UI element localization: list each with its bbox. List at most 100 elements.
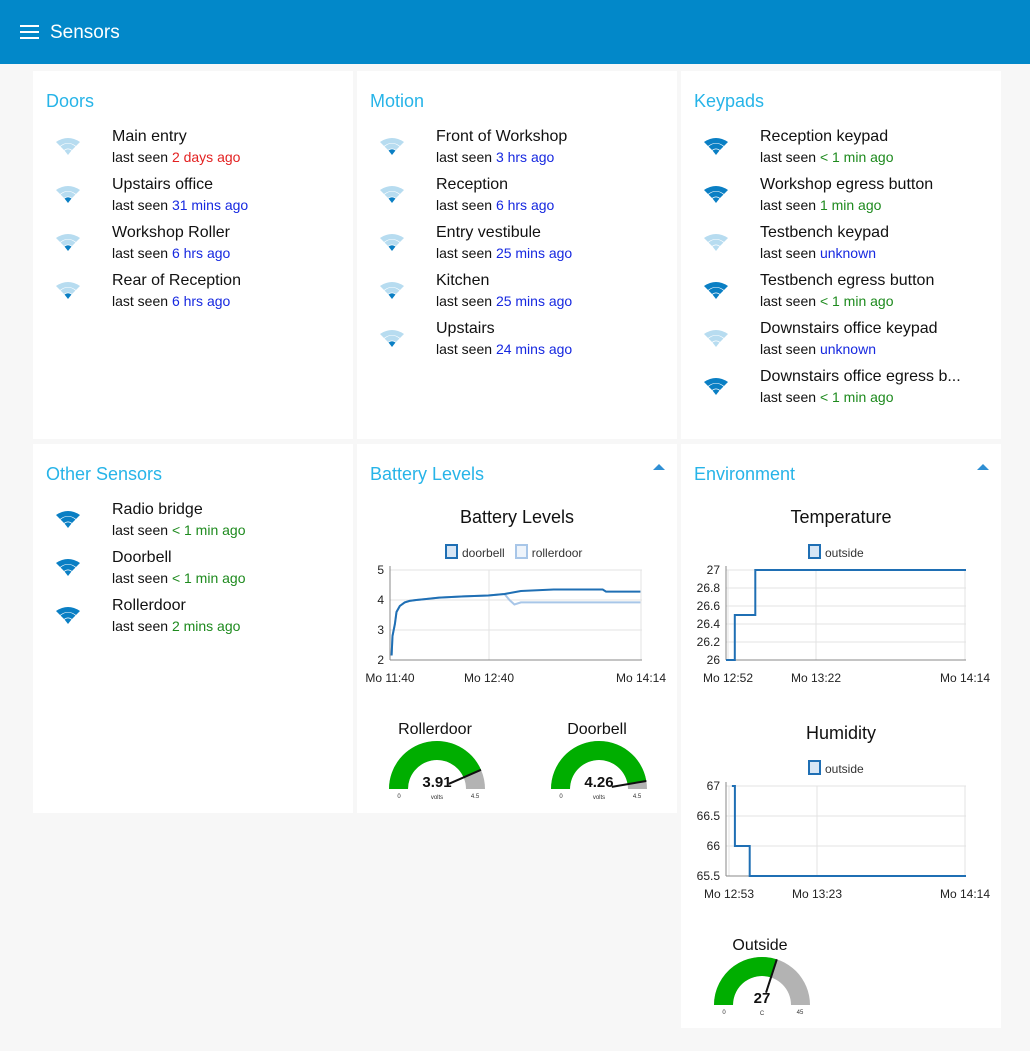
sensor-name: Main entry: [112, 128, 187, 145]
battery-line-chart: 2 3 4 5 Mo 11:40 Mo 12:40 Mo 14:14: [365, 563, 666, 685]
last-seen-prefix: last seen: [760, 245, 817, 261]
wifi-signal-icon: [55, 184, 81, 206]
wifi-signal-icon: [703, 136, 729, 158]
temperature-line-chart: 26 26.2 26.4 26.6 26.8 27 Mo 12:52 Mo 13:22 Mo 1…: [697, 563, 991, 685]
temperature-chart-title: Temperature: [790, 507, 892, 527]
menu-icon[interactable]: [20, 25, 39, 39]
rollerdoor-gauge-title: Rollerdoor: [398, 721, 472, 738]
sensor-item[interactable]: Main entry last seen 2 days ago: [33, 128, 333, 176]
humidity-chart-legend: outside: [808, 760, 864, 776]
wifi-signal-icon: [55, 509, 81, 531]
last-seen-line: last seen unknown: [760, 245, 876, 261]
last-seen-prefix: last seen: [436, 197, 493, 213]
environment-collapse-icon[interactable]: [977, 464, 989, 470]
last-seen-ago: 25 mins ago: [495, 293, 573, 309]
doorbell-gauge-fill: [551, 741, 647, 789]
wifi-signal-icon: [703, 376, 729, 398]
sensor-item[interactable]: Entry vestibule last seen 25 mins ago: [357, 224, 657, 272]
last-seen-ago: < 1 min ago: [819, 389, 894, 405]
sensor-item[interactable]: Radio bridge last seen < 1 min ago: [33, 501, 333, 549]
sensor-item[interactable]: Kitchen last seen 25 mins ago: [357, 272, 657, 320]
last-seen-prefix: last seen: [112, 618, 169, 634]
sensor-item[interactable]: Upstairs office last seen 31 mins ago: [33, 176, 333, 224]
sensor-name: Front of Workshop: [436, 128, 568, 145]
series-line-rollerdoor: [390, 592, 641, 656]
last-seen-line: last seen < 1 min ago: [112, 522, 246, 538]
motion-card: Motion Front of Workshop last seen 3 hrs …: [357, 71, 677, 439]
last-seen-prefix: last seen: [760, 389, 817, 405]
outside-gauge-title: Outside: [732, 937, 788, 954]
last-seen-prefix: last seen: [760, 197, 817, 213]
keypads-card: Keypads Reception keypad last seen < 1 mi…: [681, 71, 1001, 439]
last-seen-line: last seen < 1 min ago: [760, 293, 894, 309]
battery-card: Battery Levels Battery Levels doorbell r…: [357, 444, 677, 813]
sensor-item[interactable]: Doorbell last seen < 1 min ago: [33, 549, 333, 597]
y-tick-label: 26.4: [697, 617, 721, 631]
wifi-signal-icon: [703, 232, 729, 254]
y-tick-label: 5: [377, 563, 384, 577]
sensor-item[interactable]: Front of Workshop last seen 3 hrs ago: [357, 128, 657, 176]
last-seen-line: last seen 3 hrs ago: [436, 149, 554, 165]
last-seen-ago: < 1 min ago: [819, 293, 894, 309]
last-seen-line: last seen 1 min ago: [760, 197, 881, 213]
humidity-line-chart: 65.5 66 66.5 67 Mo 12:53 Mo 13:23 Mo 14:14: [697, 779, 991, 901]
rollerdoor-gauge-fill: [389, 741, 481, 789]
sensor-item[interactable]: Rollerdoor last seen 2 mins ago: [33, 597, 333, 645]
sensor-item[interactable]: Reception last seen 6 hrs ago: [357, 176, 657, 224]
wifi-signal-icon: [55, 557, 81, 579]
wifi-signal-icon: [703, 328, 729, 350]
last-seen-prefix: last seen: [112, 197, 169, 213]
humidity-chart-title: Humidity: [805, 723, 876, 743]
other-sensors-title: Other Sensors: [46, 464, 163, 484]
rollerdoor-gauge-value: 3.91: [422, 774, 451, 791]
sensor-item[interactable]: Upstairs last seen 24 mins ago: [357, 320, 657, 368]
sensor-item[interactable]: Rear of Reception last seen 6 hrs ago: [33, 272, 333, 320]
sensor-item[interactable]: Downstairs office egress b... last seen <…: [681, 368, 981, 416]
rollerdoor-gauge-min: 0: [397, 794, 401, 800]
top-bar: Sensors: [0, 0, 1030, 64]
battery-group-title: Battery Levels: [370, 464, 485, 484]
doorbell-gauge: 4.26 volts 0 4.5: [551, 741, 647, 801]
sensor-item[interactable]: Workshop Roller last seen 6 hrs ago: [33, 224, 333, 272]
sensor-name: Upstairs: [436, 320, 495, 337]
last-seen-prefix: last seen: [112, 149, 169, 165]
environment-group-title: Environment: [694, 464, 796, 484]
sensor-name: Workshop Roller: [112, 224, 230, 241]
legend-swatch-outside: [808, 544, 821, 559]
last-seen-ago: < 1 min ago: [171, 570, 246, 586]
other-sensors-card: Other Sensors Radio bridge last seen < 1 …: [33, 444, 353, 813]
doorbell-gauge-max: 4.5: [633, 794, 642, 800]
sensor-item[interactable]: Reception keypad last seen < 1 min ago: [681, 128, 981, 176]
legend-swatch-outside: [808, 760, 821, 775]
sensor-item[interactable]: Downstairs office keypad last seen unknow…: [681, 320, 981, 368]
sensor-item[interactable]: Testbench keypad last seen unknown: [681, 224, 981, 272]
last-seen-ago: 2 mins ago: [171, 618, 241, 634]
y-tick-label: 67: [707, 779, 721, 793]
last-seen-ago: < 1 min ago: [819, 149, 894, 165]
wifi-signal-icon: [379, 136, 405, 158]
last-seen-prefix: last seen: [112, 293, 169, 309]
wifi-signal-icon: [379, 328, 405, 350]
last-seen-ago: 6 hrs ago: [171, 293, 231, 309]
last-seen-line: last seen 25 mins ago: [436, 245, 572, 261]
sensor-item[interactable]: Testbench egress button last seen < 1 min…: [681, 272, 981, 320]
last-seen-prefix: last seen: [112, 570, 169, 586]
y-tick-label: 66: [707, 839, 721, 853]
sensor-name: Doorbell: [112, 549, 172, 566]
last-seen-line: last seen 6 hrs ago: [112, 293, 230, 309]
y-tick-label: 3: [377, 623, 384, 637]
x-tick-label: Mo 13:22: [791, 671, 841, 685]
last-seen-prefix: last seen: [436, 149, 493, 165]
battery-collapse-icon[interactable]: [653, 464, 665, 470]
last-seen-ago: 31 mins ago: [171, 197, 249, 213]
last-seen-ago: unknown: [819, 245, 876, 261]
last-seen-prefix: last seen: [760, 341, 817, 357]
environment-card: Environment Temperature outside 26 26.2 26…: [681, 444, 1001, 1028]
y-tick-label: 66.5: [697, 809, 721, 823]
sensor-item[interactable]: Workshop egress button last seen 1 min ag…: [681, 176, 981, 224]
last-seen-line: last seen 2 days ago: [112, 149, 240, 165]
rollerdoor-gauge: 3.91 volts 0 4.5: [389, 741, 485, 801]
outside-gauge-min: 0: [722, 1010, 726, 1016]
wifi-signal-icon: [55, 232, 81, 254]
y-tick-label: 26.2: [697, 635, 721, 649]
